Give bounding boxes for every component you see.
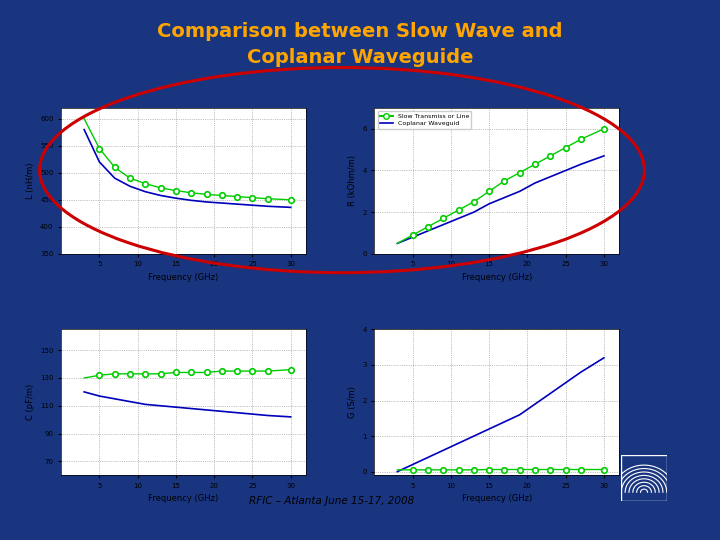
X-axis label: Frequency (GHz): Frequency (GHz) bbox=[462, 273, 532, 282]
Legend: Slow Transmiss or Line, Coplanar Waveguid: Slow Transmiss or Line, Coplanar Wavegui… bbox=[377, 111, 472, 129]
Y-axis label: C (pF/m): C (pF/m) bbox=[25, 384, 35, 421]
Text: Comparison between Slow Wave and
Coplanar Waveguide: Comparison between Slow Wave and Coplana… bbox=[157, 22, 563, 67]
Y-axis label: L (nH/m): L (nH/m) bbox=[25, 163, 35, 199]
Text: RFIC – Atlanta June 15-17, 2008: RFIC – Atlanta June 15-17, 2008 bbox=[248, 496, 414, 506]
X-axis label: Frequency (GHz): Frequency (GHz) bbox=[148, 273, 219, 282]
Y-axis label: G (S/m): G (S/m) bbox=[348, 386, 356, 418]
Y-axis label: R (kOhm/m): R (kOhm/m) bbox=[348, 156, 356, 206]
X-axis label: Frequency (GHz): Frequency (GHz) bbox=[462, 495, 532, 503]
X-axis label: Frequency (GHz): Frequency (GHz) bbox=[148, 495, 219, 503]
